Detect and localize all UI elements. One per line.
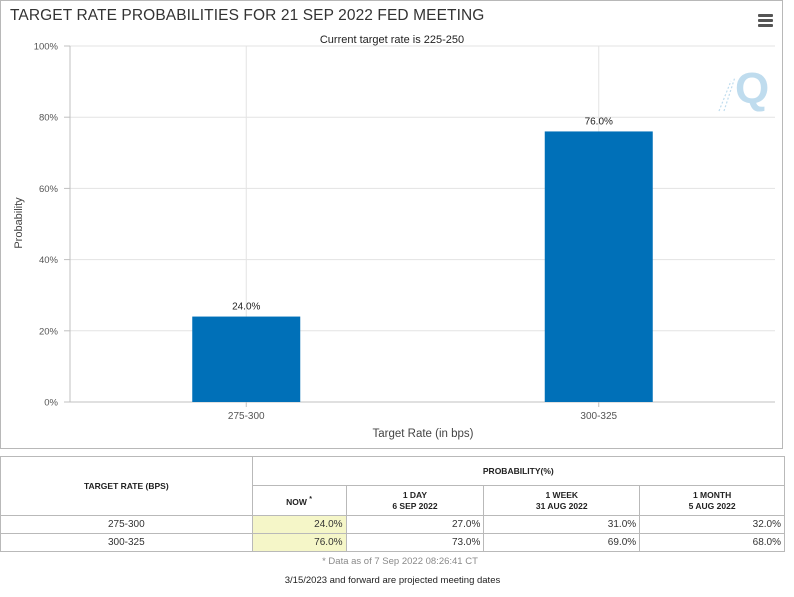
table-row: 300-325 76.0% 73.0% 69.0% 68.0%: [0, 533, 785, 552]
header-probability: PROBABILITY(%): [251, 456, 786, 486]
chart-subtitle: Current target rate is 225-250: [320, 34, 464, 46]
header-1-day: 1 DAY 6 SEP 2022: [345, 485, 485, 516]
y-tick-label: 60%: [39, 184, 59, 195]
header-now: NOW *: [251, 485, 347, 516]
row-1-month-value: 32.0%: [639, 515, 785, 534]
y-tick-label: 80%: [39, 113, 59, 124]
data-label: 24.0%: [232, 302, 260, 313]
bar: [192, 316, 301, 402]
probability-table: TARGET RATE (BPS) PROBABILITY(%) NOW * 1…: [0, 456, 786, 552]
data-as-of-note: * Data as of 7 Sep 2022 08:26:41 CT: [322, 556, 478, 567]
row-now-value: 76.0%: [251, 533, 347, 552]
footer-note: 3/15/2023 and forward are projected meet…: [284, 575, 501, 586]
x-axis-label: Target Rate (in bps): [373, 428, 474, 440]
row-now-value: 24.0%: [251, 515, 347, 534]
x-tick-label: 300-325: [580, 411, 617, 422]
header-target-rate: TARGET RATE (BPS): [0, 456, 253, 516]
y-tick-label: 40%: [39, 255, 59, 266]
svg-text:Q: Q: [735, 64, 769, 113]
row-1-day-value: 27.0%: [345, 515, 485, 534]
row-1-month-value: 68.0%: [639, 533, 785, 552]
y-tick-label: 100%: [34, 42, 59, 53]
chart-title: TARGET RATE PROBABILITIES FOR 21 SEP 202…: [10, 7, 485, 24]
table-row: 275-300 24.0% 27.0% 31.0% 32.0%: [0, 515, 785, 534]
menu-hamburger-icon[interactable]: [758, 14, 773, 27]
row-rate: 275-300: [0, 515, 253, 534]
data-label: 76.0%: [585, 116, 613, 127]
row-1-week-value: 69.0%: [483, 533, 641, 552]
y-axis-label: Probability: [13, 197, 25, 249]
chart-plot: Q 24.0% 76.0% 0% 20% 40% 60% 80% 100% 275-300 3…: [13, 34, 775, 440]
row-rate: 300-325: [0, 533, 253, 552]
row-1-week-value: 31.0%: [483, 515, 641, 534]
y-tick-label: 0%: [44, 398, 58, 409]
q-logo-icon: Q: [718, 64, 769, 113]
chart-panel: Q 24.0% 76.0% 0% 20% 40% 60% 80% 100% 275-300 3…: [0, 0, 783, 449]
header-1-week: 1 WEEK 31 AUG 2022: [483, 485, 641, 516]
x-tick-label: 275-300: [228, 411, 265, 422]
bar: [544, 131, 653, 402]
y-tick-label: 20%: [39, 326, 59, 337]
header-1-month: 1 MONTH 5 AUG 2022: [639, 485, 785, 516]
row-1-day-value: 73.0%: [345, 533, 485, 552]
